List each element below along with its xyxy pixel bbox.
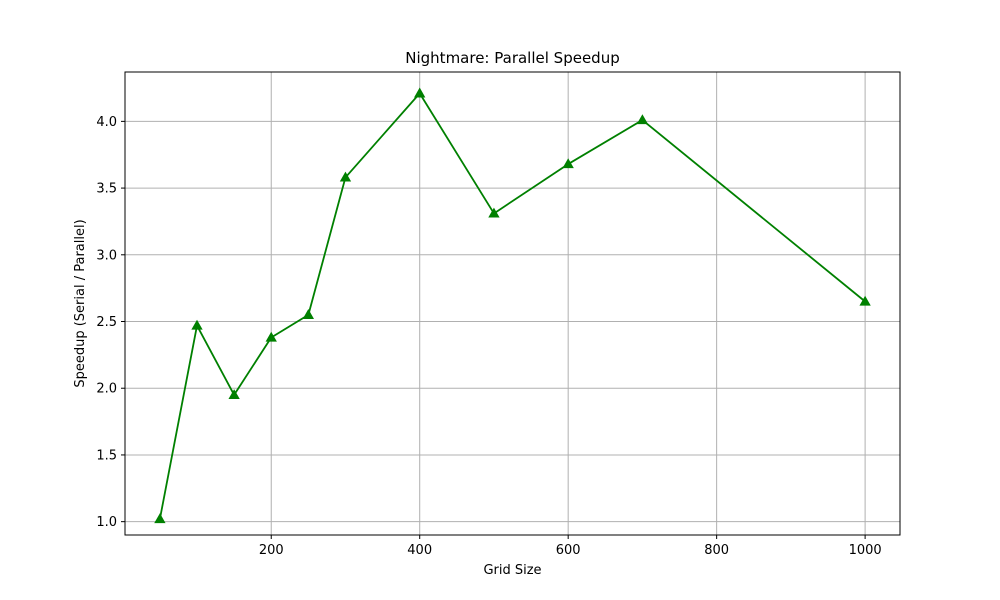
data-point-marker [562,158,574,169]
data-point-marker [265,331,277,342]
y-tick-label: 1.5 [96,448,117,463]
y-tick-label: 3.0 [96,248,117,263]
x-axis-label: Grid Size [483,563,541,578]
data-point-marker [488,207,500,218]
x-tick-label: 600 [556,543,581,558]
data-point-marker [859,295,871,306]
grid-lines [125,72,900,535]
x-tick-label: 400 [407,543,432,558]
data-point-marker [302,309,315,319]
chart-title: Nightmare: Parallel Speedup [405,49,619,67]
x-tick-label: 800 [704,543,729,558]
y-tick-label: 2.0 [96,382,117,397]
plot-frame [124,71,901,536]
data-point-marker [154,513,166,524]
y-axis-label: Speedup (Serial / Parallel) [73,219,88,387]
data-point-marker [191,319,203,330]
y-tick-label: 2.5 [96,315,117,330]
y-tick-label: 1.0 [96,515,117,530]
data-point-marker [339,171,352,182]
data-point-marker [228,389,240,399]
series-layer [154,87,871,524]
x-tick-label: 200 [259,543,284,558]
y-tick-label: 3.5 [96,182,117,197]
y-axis-ticks: 1.0 1.5 2.0 2.5 3.0 3.5 4.0 [96,115,125,530]
x-axis-ticks: 200 400 600 800 1000 [259,535,882,558]
y-tick-label: 4.0 [96,115,117,130]
data-point-marker [414,87,426,98]
x-tick-label: 1000 [849,543,882,558]
data-point-marker [636,114,649,125]
